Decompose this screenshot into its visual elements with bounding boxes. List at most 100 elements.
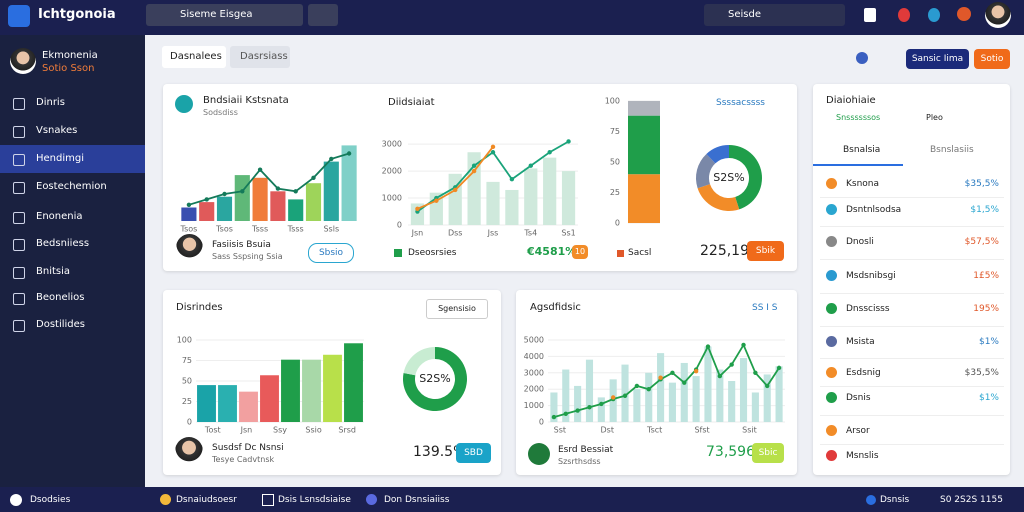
row-value: $35,5% [964,179,999,189]
row-divider [820,259,1004,260]
avatar [175,437,203,465]
icon[interactable] [898,8,910,22]
row-label[interactable]: Dsntnlsodsa [846,205,902,215]
icon[interactable] [864,8,876,22]
nav-icon [13,126,25,138]
user-role: Sotio Sson [42,63,95,74]
button[interactable]: SBD [456,443,491,463]
person-detail: Szsrthsdss [558,457,601,466]
row-label[interactable]: Dnsscisss [846,304,890,314]
dropdown[interactable]: Sgensisio [426,299,488,319]
nav-icon [13,98,25,110]
nav-item[interactable]: Bedsniiess [36,238,90,249]
avatar [528,443,550,465]
tab-label[interactable]: Bsnalsia [843,145,881,155]
tab-label: Dasrsiass [240,51,288,62]
panel [813,84,1010,475]
sidebar [0,35,145,487]
person-detail: Sass Sspsing Ssia [212,252,283,261]
bottom-item[interactable]: Don Dsnsiaiiss [384,495,450,505]
search-box[interactable] [704,4,845,26]
icon [262,494,274,506]
nav-item[interactable]: Hendimgi [36,153,85,164]
button[interactable]: Sansic Iima [906,49,969,69]
nav-icon [13,267,25,279]
row-icon [826,270,837,281]
icon[interactable] [10,494,22,506]
icon[interactable] [928,8,940,22]
dropdown[interactable]: Ssssacssss [716,98,765,108]
total: 73,596 [706,444,755,460]
legend-swatch [394,249,402,257]
row-icon [826,450,837,461]
icon [160,494,171,505]
icon [175,95,193,113]
filter[interactable]: Pleo [926,113,943,122]
search-text: Siseme Eisgea [180,9,253,20]
nav-item[interactable]: Enonenia [36,211,83,222]
panel-title: Diaiohiaie [826,95,876,106]
row-value: $35,5% [964,368,999,378]
tab-label: Dasnalees [170,51,222,62]
row-divider [820,292,1004,294]
nav-item[interactable]: Bnitsia [36,266,71,277]
row-label[interactable]: Ksnona [846,179,880,189]
nav-icon [13,239,25,251]
badge: 10 [572,245,588,259]
person-name: Susdsf Dc Nsnsi [212,443,284,453]
nav-item[interactable]: Dostilides [36,319,85,330]
nav-item[interactable]: Eostechemion [36,181,107,192]
row-icon [826,204,837,215]
legend-label: Sacsl [628,248,652,258]
nav-item[interactable]: Beonelios [36,292,85,303]
row-value: 195% [973,304,999,314]
panel-title: Disrindes [176,302,223,313]
nav-item[interactable]: Dinris [36,97,65,108]
row-label[interactable]: Msista [846,337,875,347]
bottom-item[interactable]: Dsnsis [880,495,910,505]
row-value: $1,5% [970,205,999,215]
row-value: $1% [978,393,999,403]
row-label[interactable]: Msdsnibsgi [846,271,896,281]
filter[interactable]: Snssssssos [836,113,881,122]
button[interactable]: Sbik [747,241,784,261]
icon-button[interactable] [308,4,338,26]
row-label[interactable]: Arsor [846,426,870,436]
nav-icon [13,212,25,224]
nav-item[interactable]: Vsnakes [36,125,78,136]
clock: S0 2S2S 1155 [940,495,1003,505]
bottom-item[interactable]: Dsodsies [30,495,71,505]
nav-icon [13,182,25,194]
panel-subtitle: Sodsdiss [203,108,238,117]
row-label[interactable]: Msnslis [846,451,879,461]
icon[interactable] [957,7,971,21]
person-name: Esrd Bessiat [558,445,614,455]
avatar[interactable] [985,2,1011,28]
legend-label: Dseosrsies [408,248,457,258]
tab[interactable] [162,46,226,68]
row-label[interactable]: Esdsnig [846,368,881,378]
corner-label: SS I S [752,303,778,313]
nav-icon [13,320,25,332]
tab-label[interactable]: Bsnslasiis [930,145,974,155]
row-label[interactable]: Dnosli [846,237,874,247]
bottom-item[interactable]: Dsnaiudsoesr [176,495,237,505]
tab-underline [813,164,903,166]
row-divider [820,226,1004,227]
row-label[interactable]: Dsnis [846,393,871,403]
icon[interactable] [856,52,868,64]
row-value: 1£5% [973,271,999,281]
tab[interactable] [230,46,290,68]
search-box[interactable] [146,4,303,26]
bottom-item[interactable]: Dsis Lsnsdsiaise [278,495,351,505]
button[interactable]: Sbic [752,443,784,463]
row-divider [820,197,1004,198]
logo[interactable] [8,5,30,27]
button[interactable]: Sotio [974,49,1010,69]
icon [366,494,377,505]
row-icon [826,303,837,314]
row-divider [820,385,1004,387]
avatar [176,234,203,261]
badge[interactable]: Sbsio [308,243,354,263]
